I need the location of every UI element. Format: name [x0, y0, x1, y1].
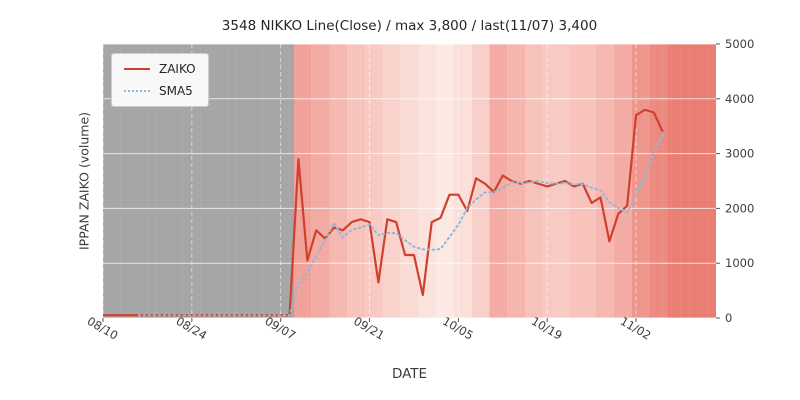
- y-tick-label: 1000: [725, 256, 754, 270]
- background-band: [311, 44, 330, 318]
- background-band: [329, 44, 348, 318]
- y-tick-label: 0: [725, 311, 732, 325]
- legend-item-sma5: SMA5: [124, 84, 196, 98]
- background-band: [507, 44, 525, 318]
- sma5-line: [137, 133, 664, 317]
- legend-label-zaiko: ZAIKO: [159, 62, 196, 76]
- background-band: [418, 44, 437, 318]
- y-tick-label: 4000: [725, 92, 754, 106]
- legend-sample-zaiko: [124, 68, 150, 70]
- x-axis-label: DATE: [391, 366, 428, 382]
- y-tick-label: 5000: [725, 37, 754, 51]
- chart-title: 3548 NIKKO Line(Close) / max 3,800 / las…: [221, 18, 598, 34]
- y-tick-label: 2000: [725, 201, 754, 215]
- legend: ZAIKO SMA5: [111, 53, 209, 107]
- background-band: [596, 44, 614, 318]
- background-band: [524, 44, 543, 318]
- background-band: [453, 44, 472, 318]
- y-tick-label: 3000: [725, 147, 754, 161]
- background-band: [569, 44, 597, 318]
- legend-item-zaiko: ZAIKO: [124, 62, 196, 76]
- background-band: [489, 44, 508, 318]
- background-band: [382, 44, 401, 318]
- background-band: [631, 44, 650, 318]
- background-band: [436, 44, 454, 318]
- background-band: [347, 44, 366, 318]
- background-band: [400, 44, 419, 318]
- zaiko-line: [103, 108, 664, 317]
- legend-label-sma5: SMA5: [159, 84, 193, 98]
- legend-sample-sma5: [124, 90, 150, 92]
- background-band: [667, 44, 716, 318]
- background-band: [649, 44, 668, 318]
- background-band: [613, 44, 632, 318]
